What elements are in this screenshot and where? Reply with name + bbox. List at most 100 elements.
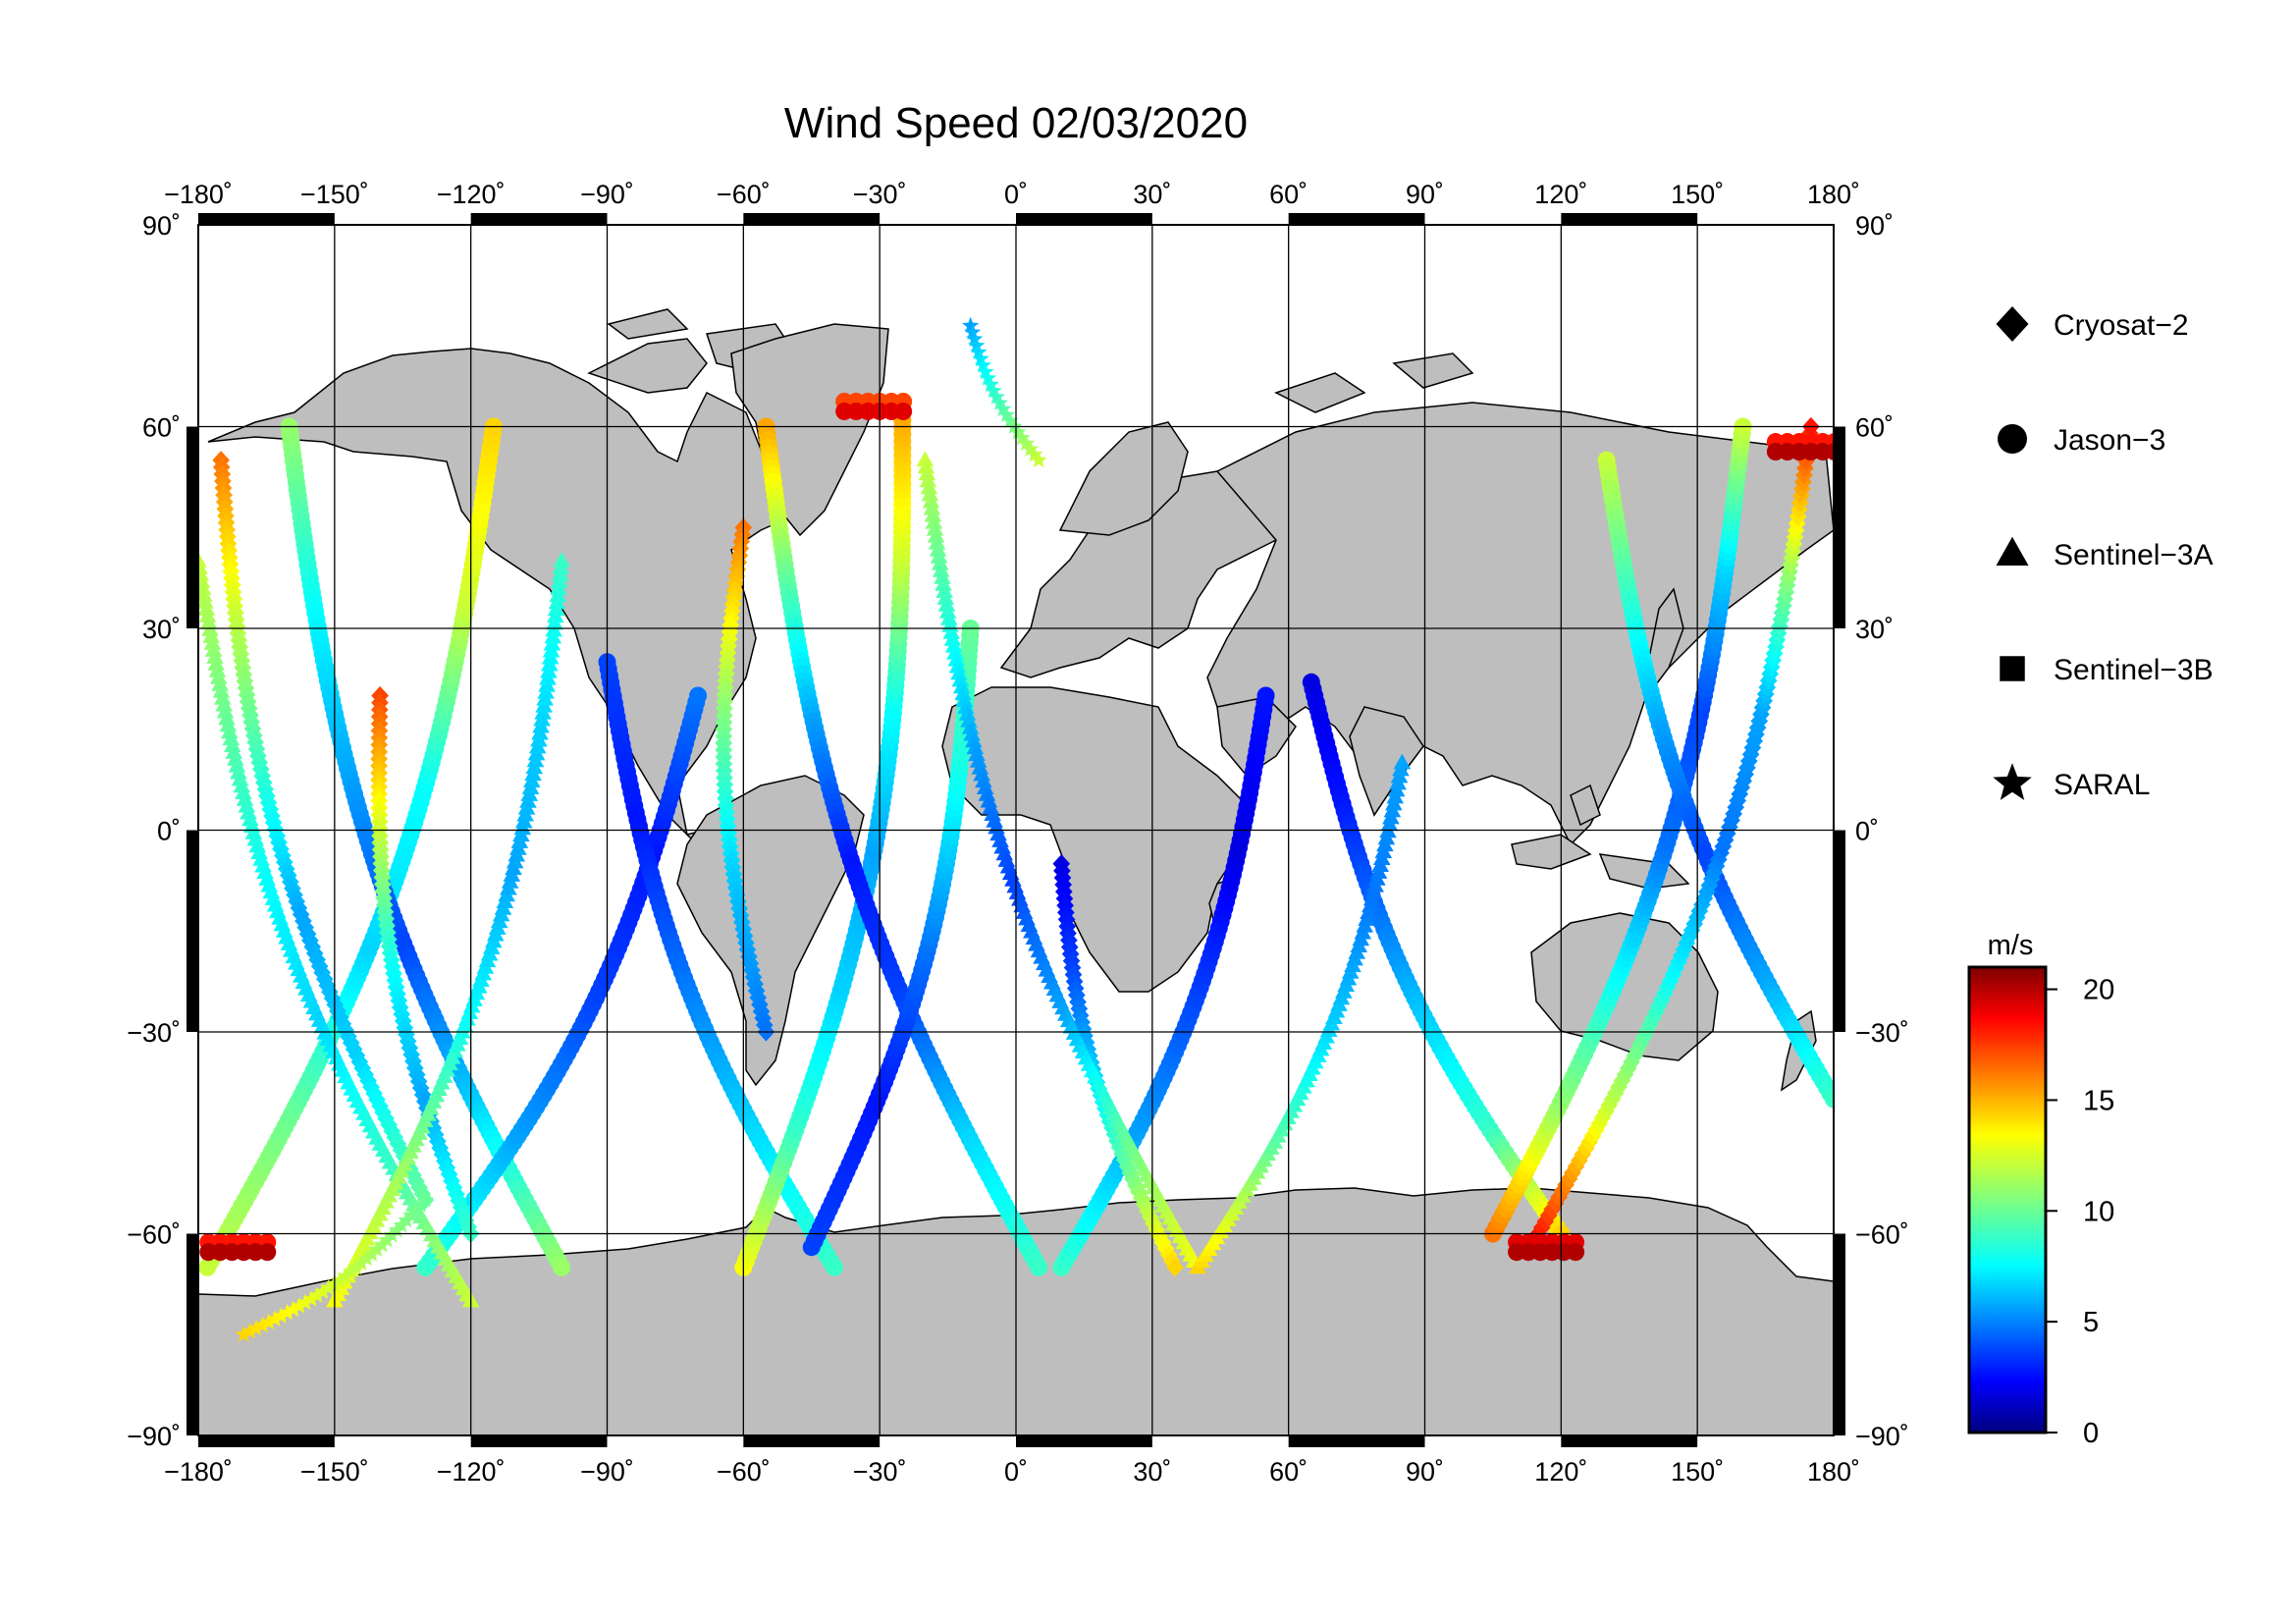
track-point — [198, 600, 216, 616]
frame-bar-bottom — [743, 1435, 881, 1447]
track-point — [1026, 446, 1043, 462]
frame-bar-top — [743, 213, 881, 225]
track-point — [1017, 434, 1035, 452]
arctic-russia-islands — [1274, 352, 1474, 413]
track-point — [207, 655, 226, 671]
lat-tick-label-left: −90˚ — [127, 1422, 181, 1451]
track-point — [1030, 451, 1047, 468]
track-point — [241, 1323, 259, 1339]
track-point — [272, 1307, 291, 1324]
track-point — [957, 698, 975, 714]
track-point — [928, 534, 946, 550]
frame-bar-top — [1288, 213, 1425, 225]
frame-bar-right — [1834, 830, 1845, 1032]
track-point — [402, 1206, 420, 1223]
frame-bar-bottom — [1016, 1435, 1152, 1447]
colorbar-gradient — [1967, 965, 2048, 1434]
lat-tick-label-right: 0˚ — [1855, 817, 1879, 846]
track-point — [985, 382, 1002, 399]
colorbar-tick-label: 0 — [2083, 1418, 2099, 1449]
legend-label: Jason−3 — [2054, 424, 2165, 457]
lon-tick-label-top: 180˚ — [1807, 180, 1860, 209]
track-point — [1150, 1226, 1169, 1246]
lon-tick-label-top: 30˚ — [1133, 180, 1171, 209]
frame-bar-left — [187, 426, 198, 628]
track-point — [198, 607, 217, 622]
satellite-legend: Cryosat−2 Jason−3 Sentinel−3A Sentinel−3B SA… — [1993, 306, 2214, 801]
wind-speed-colorbar: m/s 0 5 10 15 20 — [1967, 930, 2114, 1449]
track-point — [922, 492, 940, 509]
track-point — [1009, 423, 1027, 440]
frame-bar-right — [1834, 426, 1845, 628]
track-point — [974, 356, 992, 373]
track-point — [1030, 1258, 1048, 1276]
track-point — [918, 464, 936, 481]
high-wind-point — [258, 1243, 277, 1262]
lat-tick-label-right: −60˚ — [1855, 1220, 1909, 1250]
track-point — [916, 451, 934, 467]
track-point — [383, 1226, 400, 1243]
legend-symbol-diamond — [1996, 306, 2029, 342]
colorbar-unit-label: m/s — [1988, 930, 2034, 961]
track-point — [934, 575, 952, 591]
lon-tick-label-top: −90˚ — [580, 180, 634, 209]
track-point — [961, 718, 980, 734]
colorbar-tick-label: 20 — [2083, 975, 2114, 1006]
track-point — [924, 506, 942, 522]
track-point — [933, 562, 950, 577]
track-point — [966, 738, 985, 755]
track-point — [225, 743, 243, 759]
track-point — [216, 702, 235, 719]
track-point — [331, 1271, 348, 1288]
frame-bar-top — [470, 213, 608, 225]
lon-tick-label-bottom: −180˚ — [164, 1457, 233, 1487]
track-point — [363, 1245, 381, 1262]
track-point — [917, 458, 935, 474]
track-point — [203, 634, 222, 650]
frame-bar-bottom — [1561, 1435, 1698, 1447]
track-point — [278, 1303, 296, 1321]
track-point — [209, 669, 228, 684]
lat-tick-label-right: 60˚ — [1855, 413, 1894, 443]
lon-tick-label-bottom: 120˚ — [1534, 1457, 1587, 1487]
legend-symbol-square — [2000, 656, 2025, 681]
track-point — [925, 513, 943, 529]
legend-symbol-circle — [1998, 424, 2027, 454]
track-point — [253, 1316, 272, 1333]
india-landmass — [1349, 706, 1424, 817]
frame-bar-top — [198, 213, 335, 225]
track-point — [970, 343, 988, 360]
track-point — [235, 1325, 252, 1342]
track-point — [223, 736, 241, 753]
track-point — [942, 623, 961, 639]
track-point — [199, 614, 218, 629]
track-point — [931, 555, 949, 570]
track-point — [962, 316, 980, 334]
track-point — [982, 375, 999, 393]
track-point — [943, 630, 962, 646]
frame-bar-bottom — [1288, 1435, 1425, 1447]
track-point — [977, 362, 994, 380]
lat-tick-label-right: −90˚ — [1855, 1422, 1909, 1451]
track-point — [1013, 428, 1031, 446]
frame-bar-bottom — [198, 1435, 335, 1447]
track-point — [553, 552, 571, 568]
map-title: Wind Speed 02/03/2020 — [784, 99, 1248, 147]
track-point — [947, 650, 966, 667]
legend-label: Sentinel−3A — [2054, 539, 2214, 571]
track-point — [314, 1282, 332, 1300]
lon-tick-label-bottom: −120˚ — [437, 1457, 506, 1487]
frame-bar-bottom — [470, 1435, 608, 1447]
legend-label: Cryosat−2 — [2054, 309, 2189, 342]
track-point — [955, 691, 974, 708]
track-point — [960, 712, 978, 728]
track-point — [994, 400, 1012, 417]
frame-bar-top — [1561, 213, 1698, 225]
lon-tick-label-top: 60˚ — [1269, 180, 1308, 209]
track-point — [404, 1165, 422, 1185]
lat-tick-label-left: −60˚ — [127, 1220, 181, 1250]
track-point — [921, 485, 939, 502]
track-point — [407, 1171, 425, 1191]
track-point — [285, 1300, 302, 1318]
